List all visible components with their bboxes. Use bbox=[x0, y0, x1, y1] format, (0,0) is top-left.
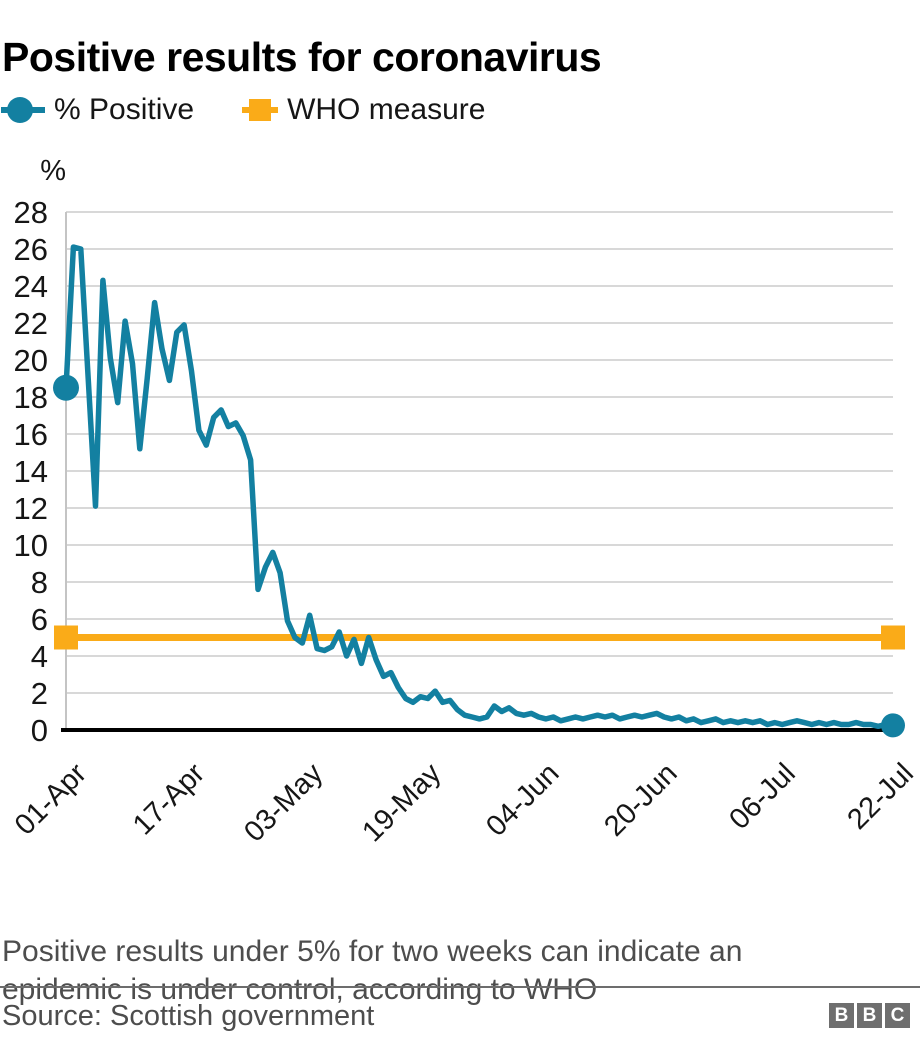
bbc-logo-letter: B bbox=[829, 1003, 854, 1028]
x-tick-label: 01-Apr bbox=[9, 757, 93, 841]
y-axis-unit-label: % bbox=[40, 155, 66, 187]
y-tick-label: 22 bbox=[14, 306, 48, 341]
bbc-logo-letter: B bbox=[857, 1003, 882, 1028]
y-tick-label: 26 bbox=[14, 232, 48, 267]
who-series-legend-icon bbox=[242, 96, 279, 124]
x-tick-label: 04-Jun bbox=[480, 757, 565, 842]
circle-marker-icon bbox=[7, 97, 33, 123]
who-marker-end bbox=[881, 625, 905, 650]
y-tick-label: 2 bbox=[31, 676, 48, 711]
y-tick-label: 20 bbox=[14, 343, 48, 378]
x-tick-label: 03-May bbox=[238, 757, 329, 848]
y-tick-label: 4 bbox=[31, 639, 48, 674]
y-tick-label: 12 bbox=[14, 491, 48, 526]
y-tick-label: 14 bbox=[14, 454, 48, 489]
legend-item-who: WHO measure bbox=[242, 93, 485, 127]
y-tick-label: 8 bbox=[31, 565, 48, 600]
positive-series-legend-icon bbox=[1, 96, 45, 124]
y-tick-label: 24 bbox=[14, 269, 48, 304]
chart-footnote: Positive results under 5% for two weeks … bbox=[2, 935, 743, 1006]
positive-series-line bbox=[63, 244, 896, 730]
y-tick-label: 28 bbox=[14, 195, 48, 230]
x-tick-label: 20-Jun bbox=[598, 757, 683, 842]
legend-item-positive: % Positive bbox=[1, 93, 194, 127]
x-tick-label: 06-Jul bbox=[723, 757, 801, 835]
y-tick-label: 0 bbox=[31, 713, 48, 748]
bbc-logo-letter: C bbox=[885, 1003, 910, 1028]
bbc-logo: B B C bbox=[829, 1003, 910, 1028]
legend-label-who: WHO measure bbox=[287, 93, 486, 126]
chart-title: Positive results for coronavirus bbox=[2, 34, 602, 81]
footer-divider bbox=[0, 986, 920, 988]
square-marker-icon bbox=[249, 99, 272, 121]
y-tick-label: 6 bbox=[31, 602, 48, 637]
y-tick-label: 10 bbox=[14, 528, 48, 563]
who-marker-start bbox=[54, 625, 78, 650]
x-tick-label: 17-Apr bbox=[127, 757, 211, 841]
legend-label-positive: % Positive bbox=[54, 93, 195, 126]
x-tick-label: 22-Jul bbox=[841, 757, 919, 835]
positive-marker-end bbox=[881, 713, 905, 738]
source-label: Source: Scottish government bbox=[2, 1000, 375, 1032]
positive-marker-start bbox=[53, 374, 79, 401]
chart-legend: % Positive WHO measure bbox=[1, 93, 519, 127]
y-tick-label: 18 bbox=[14, 380, 48, 415]
x-tick-label: 19-May bbox=[356, 757, 447, 848]
y-tick-label: 16 bbox=[14, 417, 48, 452]
